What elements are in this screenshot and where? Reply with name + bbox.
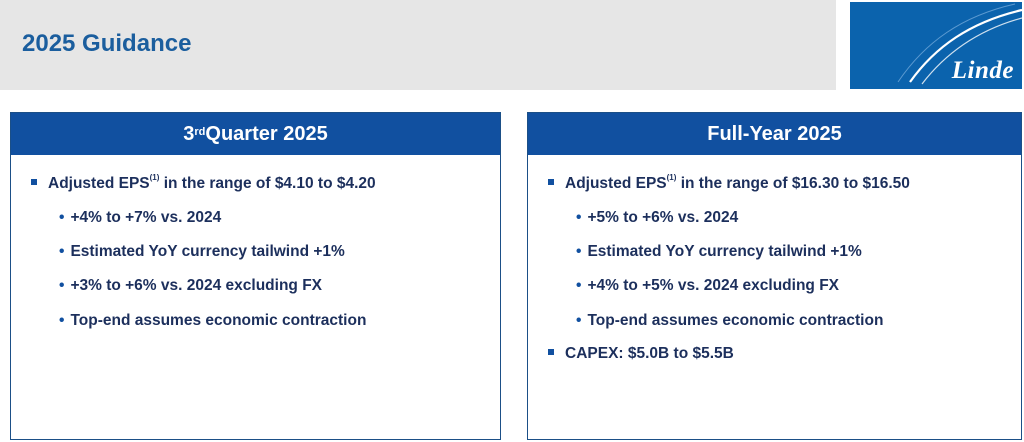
sub-item-text: +3% to +6% vs. 2024 excluding FX bbox=[70, 277, 322, 294]
quarter-eps-bullet: Adjusted EPS(1) in the range of $4.10 to… bbox=[31, 173, 376, 193]
title-bar: 2025 Guidance bbox=[0, 0, 836, 90]
dot-bullet-icon: • bbox=[576, 243, 582, 260]
linde-logo: Linde bbox=[850, 2, 1022, 89]
dot-bullet-icon: • bbox=[59, 312, 65, 329]
page-title: 2025 Guidance bbox=[22, 30, 192, 57]
square-bullet-icon bbox=[31, 179, 37, 186]
eps-footnote: (1) bbox=[149, 173, 160, 182]
dot-bullet-icon: • bbox=[576, 209, 582, 226]
quarter-title-rest: Quarter 2025 bbox=[205, 122, 328, 145]
full-year-title: Full-Year 2025 bbox=[707, 122, 842, 145]
square-bullet-icon bbox=[548, 348, 554, 355]
capex-bullet: CAPEX: $5.0B to $5.5B bbox=[548, 345, 734, 363]
sub-item-text: Estimated YoY currency tailwind +1% bbox=[587, 243, 862, 260]
logo-text: Linde bbox=[951, 57, 1014, 84]
list-item: • +4% to +5% vs. 2024 excluding FX bbox=[576, 277, 839, 295]
sub-item-text: +4% to +7% vs. 2024 bbox=[70, 209, 222, 226]
eps-range: in the range of $4.10 to $4.20 bbox=[159, 175, 376, 193]
list-item: • Top-end assumes economic contraction bbox=[59, 312, 366, 330]
sub-item-text: +5% to +6% vs. 2024 bbox=[587, 209, 739, 226]
quarter-title-ordinal: rd bbox=[194, 126, 206, 138]
full-year-eps-bullet: Adjusted EPS(1) in the range of $16.30 t… bbox=[548, 173, 910, 193]
list-item: • +4% to +7% vs. 2024 bbox=[59, 209, 221, 227]
eps-range: in the range of $16.30 to $16.50 bbox=[676, 175, 910, 193]
sub-item-text: Top-end assumes economic contraction bbox=[70, 312, 367, 329]
list-item: • Estimated YoY currency tailwind +1% bbox=[59, 243, 345, 261]
dot-bullet-icon: • bbox=[59, 209, 65, 226]
dot-bullet-icon: • bbox=[59, 243, 65, 260]
eps-label: Adjusted EPS bbox=[565, 175, 667, 193]
full-year-guidance-panel: Full-Year 2025 Adjusted EPS(1) in the ra… bbox=[527, 112, 1022, 440]
eps-label: Adjusted EPS bbox=[48, 175, 150, 193]
eps-footnote: (1) bbox=[666, 173, 677, 182]
dot-bullet-icon: • bbox=[59, 277, 65, 294]
sub-item-text: Estimated YoY currency tailwind +1% bbox=[70, 243, 345, 260]
quarter-title-number: 3 bbox=[183, 122, 195, 145]
square-bullet-icon bbox=[548, 179, 554, 186]
dot-bullet-icon: • bbox=[576, 277, 582, 294]
full-year-panel-header: Full-Year 2025 bbox=[528, 113, 1021, 155]
list-item: • Estimated YoY currency tailwind +1% bbox=[576, 243, 862, 261]
list-item: • +5% to +6% vs. 2024 bbox=[576, 209, 738, 227]
logo-swoosh-icon bbox=[897, 3, 1022, 85]
capex-text: CAPEX: $5.0B to $5.5B bbox=[565, 345, 734, 362]
sub-item-text: +4% to +5% vs. 2024 excluding FX bbox=[587, 277, 839, 294]
dot-bullet-icon: • bbox=[576, 312, 582, 329]
list-item: • +3% to +6% vs. 2024 excluding FX bbox=[59, 277, 322, 295]
sub-item-text: Top-end assumes economic contraction bbox=[587, 312, 884, 329]
list-item: • Top-end assumes economic contraction bbox=[576, 312, 883, 330]
